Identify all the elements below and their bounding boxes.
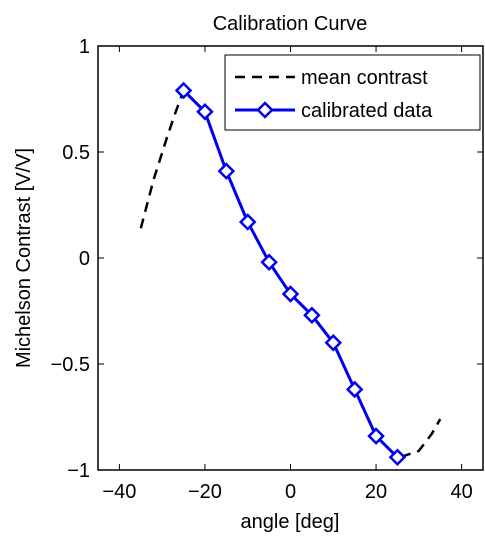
axes: −40 −20 0 20 40 −1 −0.5 0 0.5 1 (51, 36, 483, 503)
data-point-calibrated-data (260, 253, 278, 272)
data-point-calibrated-data (388, 448, 407, 467)
series-layer (139, 81, 442, 467)
data-point-calibrated-data (367, 427, 385, 445)
legend-marker-calibrated-data (256, 101, 274, 119)
data-point-calibrated-data (174, 81, 193, 100)
y-tick-label: −0.5 (51, 354, 90, 376)
x-tick-label: −20 (188, 481, 222, 503)
y-tick-label: 0.5 (62, 142, 90, 164)
data-point-calibrated-data (345, 380, 364, 399)
data-point-calibrated-data (238, 213, 257, 231)
x-tick-label: 20 (365, 481, 387, 503)
data-point-calibrated-data (217, 162, 236, 180)
y-tick-label: 0 (79, 248, 90, 270)
data-point-calibrated-data (303, 306, 321, 325)
x-tick-label: 40 (450, 481, 472, 503)
legend-label-calibrated-data: calibrated data (301, 100, 433, 122)
data-point-calibrated-data (281, 285, 300, 303)
y-tick-label: −1 (67, 460, 90, 482)
y-tick-label: 1 (79, 36, 90, 58)
legend-label-mean-contrast: mean contrast (301, 67, 428, 89)
data-point-calibrated-data (196, 102, 214, 121)
x-axis-label: angle [deg] (241, 511, 340, 533)
legend-box (224, 54, 481, 131)
x-tick-label: −40 (102, 481, 136, 503)
legend: mean contrast calibrated data (224, 54, 481, 131)
chart-title: Calibration Curve (213, 13, 368, 35)
y-axis-label: Michelson Contrast [V/V] (13, 148, 35, 368)
x-tick-label: 0 (285, 481, 296, 503)
data-point-calibrated-data (324, 334, 343, 352)
